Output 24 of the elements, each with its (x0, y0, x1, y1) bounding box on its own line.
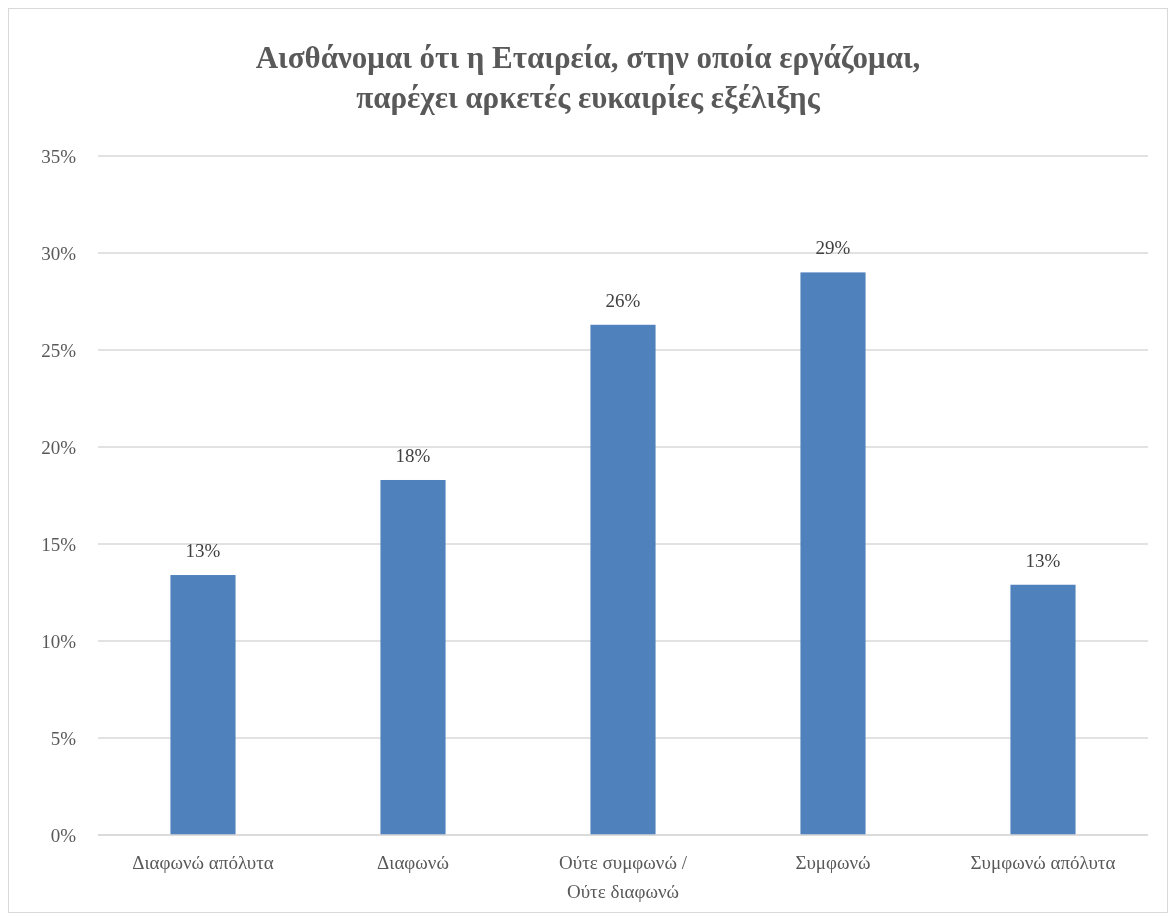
bar (1010, 584, 1076, 835)
y-tick-label: 30% (41, 242, 77, 264)
x-tick-label: Διαφωνώ (377, 852, 449, 873)
bar (380, 479, 446, 835)
data-label: 29% (815, 237, 851, 259)
x-tick-label: Ούτε συμφωνώ / Ούτε διαφωνώ (559, 852, 688, 902)
bar (170, 575, 236, 835)
data-label: 26% (605, 289, 641, 311)
y-tick-label: 0% (50, 824, 77, 846)
data-label: 13% (1025, 549, 1061, 571)
data-label: 18% (395, 444, 431, 466)
bar (590, 324, 656, 835)
x-tick-label: Συμφωνώ απόλυτα (970, 852, 1116, 873)
y-tick-label: 15% (41, 533, 77, 555)
x-tick-label: Διαφωνώ απόλυτα (132, 852, 274, 873)
y-tick-label: 5% (50, 727, 77, 749)
y-tick-label: 20% (41, 436, 77, 458)
bar (800, 272, 866, 835)
y-tick-label: 10% (41, 630, 77, 652)
y-tick-label: 25% (41, 339, 77, 361)
chart-title: Αισθάνομαι ότι η Εταιρεία, στην οποία εργάζομαι, παρέχει αρκετές ευκαιρίες εξέλιξης (255, 40, 921, 115)
data-label: 13% (185, 540, 221, 562)
x-tick-label: Συμφωνώ (795, 852, 871, 873)
y-tick-label: 35% (41, 145, 77, 167)
